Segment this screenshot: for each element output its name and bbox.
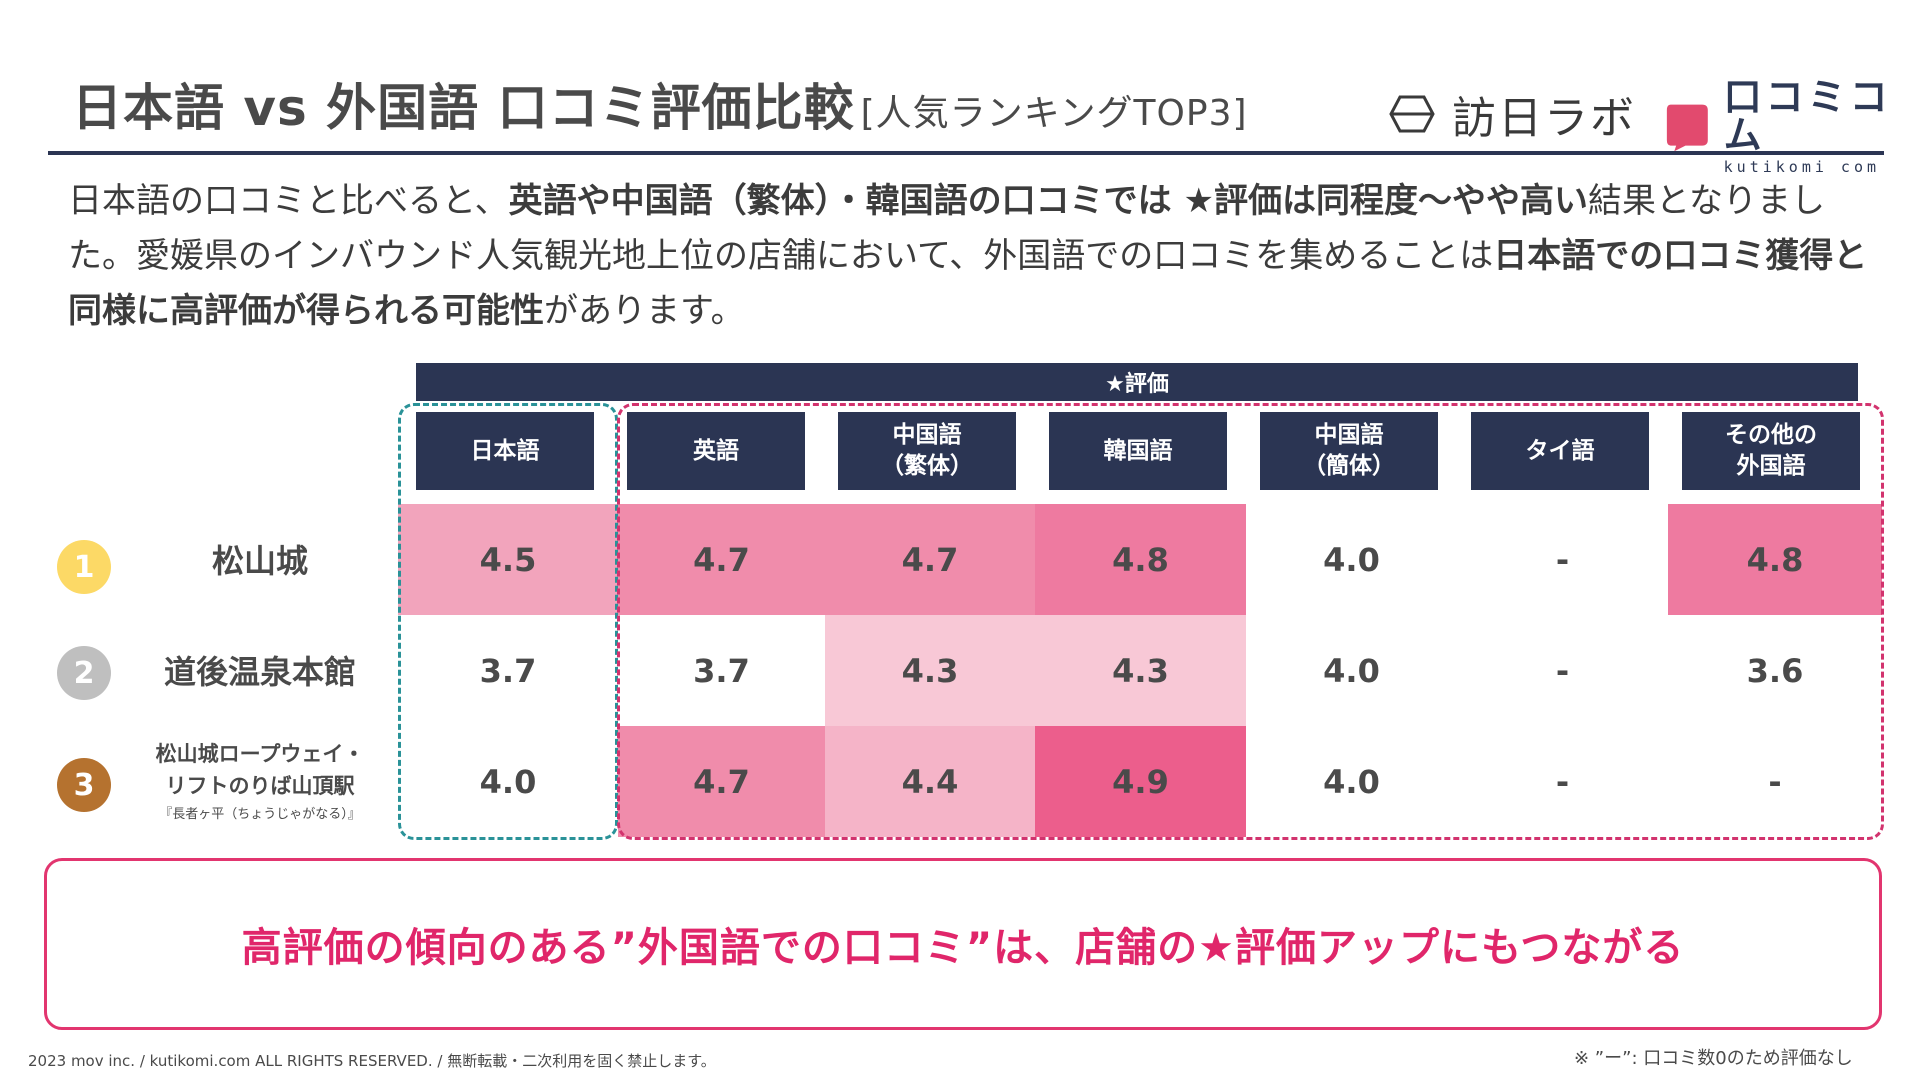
column-header-japanese: 日本語: [416, 412, 594, 490]
cell-r1-thai: -: [1457, 504, 1668, 615]
japanese-group-outline: [398, 403, 618, 840]
cell-r1-japanese: 4.5: [398, 504, 618, 615]
title-main: 日本語 vs 外国語 口コミ評価比較: [72, 79, 855, 137]
kutikomi-com-logo: 口コミコム kutikomi com: [1665, 78, 1919, 175]
column-header-chinese-simplified: 中国語 （簡体）: [1260, 412, 1438, 490]
column-header-chinese-traditional: 中国語 （繁体）: [838, 412, 1016, 490]
speech-bubble-icon: [1666, 104, 1708, 151]
houjin-lab-icon: [1389, 95, 1435, 133]
column-header-other-languages: その他の 外国語: [1682, 412, 1860, 490]
cell-r1-chinese-traditional: 4.7: [825, 504, 1035, 615]
cell-r1-chinese-simplified: 4.0: [1246, 504, 1457, 615]
cell-r2-thai: -: [1457, 615, 1668, 726]
intro-bold-1: 英語や中国語（繁体）・韓国語の口コミでは ★評価は同程度〜やや高い: [508, 181, 1588, 221]
kutikomi-logo-text: 口コミコム: [1723, 75, 1892, 157]
cell-r3-thai: -: [1457, 726, 1668, 837]
page-title: 日本語 vs 外国語 口コミ評価比較 [人気ランキングTOP3]: [72, 68, 1248, 140]
cell-r3-chinese-simplified: 4.0: [1246, 726, 1457, 837]
title-subtitle: [人気ランキングTOP3]: [860, 93, 1248, 134]
cell-r3-english: 4.7: [618, 726, 825, 837]
rating-group-header: ★評価: [416, 363, 1858, 401]
cell-r2-japanese: 3.7: [398, 615, 618, 726]
row-name-3-note: 『長者ヶ平（ちょうじゃがなる）』: [159, 807, 361, 822]
dash-footnote: ※ ”ー”: 口コミ数0のため評価なし: [1574, 1048, 1853, 1069]
cell-r2-korean: 4.3: [1035, 615, 1246, 726]
rank-badge-3: 3: [57, 758, 111, 812]
cell-r2-chinese-simplified: 4.0: [1246, 615, 1457, 726]
kutikomi-logo-subtext: kutikomi com: [1723, 158, 1881, 176]
cell-r1-english: 4.7: [618, 504, 825, 615]
copyright-notice: 2023 mov inc. / kutikomi.com ALL RIGHTS …: [28, 1052, 716, 1070]
rank-badge-2: 2: [57, 646, 111, 700]
row-name-3: 松山城ロープウェイ・ リフトのりば山頂駅: [155, 742, 365, 798]
column-header-korean: 韓国語: [1049, 412, 1227, 490]
intro-bold-2: 日本語での口コミ獲得と同様に高評価が得られる可能性: [68, 236, 1868, 331]
intro-text-2: 結果となりました。愛媛県のインバウンド人気観光地上位の店舗において、外国語での口…: [68, 181, 1825, 276]
column-header-english: 英語: [627, 412, 805, 490]
cell-r1-other: 4.8: [1668, 504, 1882, 615]
cell-r2-english: 3.7: [618, 615, 825, 726]
rank-badge-1: 1: [57, 540, 111, 594]
conclusion-callout: 高評価の傾向のある”外国語での口コミ”は、店舗の★評価アップにもつながる: [44, 858, 1882, 1030]
cell-r3-other: -: [1668, 726, 1882, 837]
foreign-group-outline: [617, 403, 1884, 840]
cell-r1-korean: 4.8: [1035, 504, 1246, 615]
row-name-1: 松山城: [211, 542, 308, 580]
row-name-2: 道後温泉本館: [163, 653, 356, 691]
conclusion-text: 高評価の傾向のある”外国語での口コミ”は、店舗の★評価アップにもつながる: [241, 925, 1685, 971]
intro-paragraph: 日本語の口コミと比べると、英語や中国語（繁体）・韓国語の口コミでは ★評価は同程…: [68, 174, 1868, 339]
cell-r2-chinese-traditional: 4.3: [825, 615, 1035, 726]
cell-r3-japanese: 4.0: [398, 726, 618, 837]
houjin-lab-logo-text: 訪日ラボ: [1452, 93, 1636, 144]
intro-text-1: 日本語の口コミと比べると、: [68, 181, 509, 221]
cell-r3-korean: 4.9: [1035, 726, 1246, 837]
houjin-lab-logo: 訪日ラボ: [1388, 82, 1636, 146]
cell-r3-chinese-traditional: 4.4: [825, 726, 1035, 837]
column-header-thai: タイ語: [1471, 412, 1649, 490]
header-divider: [48, 151, 1884, 155]
cell-r2-other: 3.6: [1668, 615, 1882, 726]
intro-text-3: があります。: [544, 291, 745, 331]
